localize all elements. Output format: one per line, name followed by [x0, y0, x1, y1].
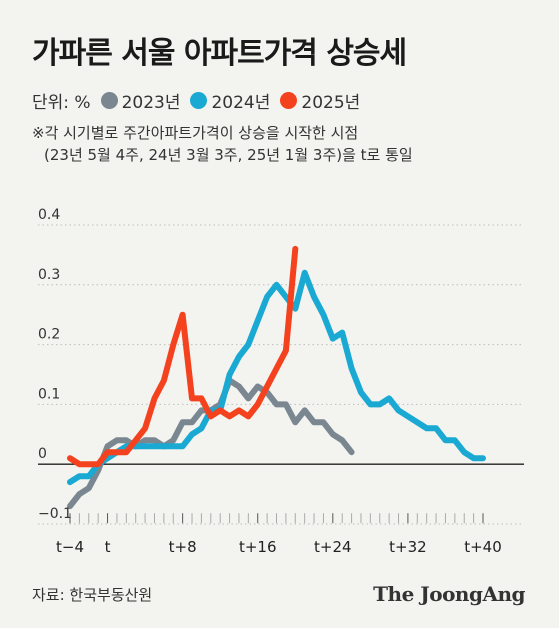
series-line-2	[67, 269, 486, 486]
axis-layer: 0.4 0.3 0.2 0.1 0 −0.1 t−4 t t+8 t+16 t+24 t+32 t+40	[38, 207, 502, 556]
legend-label-2024: 2024년	[211, 93, 271, 113]
chart-title: 가파른 서울 아파트가격 상승세	[32, 36, 407, 71]
series-line-3	[67, 245, 299, 468]
legend-label-2023: 2023년	[121, 93, 181, 113]
note-line-2: (23년 5월 4주, 24년 3월 3주, 25년 1월 3주)을 t로 통일	[44, 146, 413, 164]
y-tick-label: −0.1	[38, 506, 72, 522]
legend-item-2024: 2024년	[190, 88, 270, 113]
grid-layer	[38, 224, 524, 525]
legend-swatch-2024	[190, 92, 208, 109]
x-tick-label: t+16	[239, 538, 277, 556]
legend-label-2025: 2025년	[301, 93, 361, 113]
line-chart: 0.4 0.3 0.2 0.1 0 −0.1 t−4 t t+8 t+16 t+24 t+32 t+40	[38, 207, 524, 556]
x-tick-label: t+8	[169, 538, 197, 556]
y-tick-label: 0.4	[38, 207, 60, 223]
y-tick-label: 0.1	[38, 386, 60, 402]
legend-swatch-2023	[100, 92, 118, 109]
legend-item-2023: 2023년	[100, 88, 181, 113]
legend-swatch-2025	[280, 92, 298, 109]
source-label: 자료: 한국부동산원	[32, 586, 153, 604]
series-layer	[67, 245, 486, 510]
note-line-1: ※각 시기별로 주간아파트가격이 상승을 시작한 시점	[32, 124, 359, 142]
publisher-logo: The JoongAng	[373, 582, 525, 606]
series-line-1	[67, 377, 355, 510]
y-tick-label: 0.2	[38, 327, 60, 343]
x-tick-label: t+40	[464, 538, 502, 556]
legend: 단위: % 2023년 2024년 2025년	[32, 88, 370, 113]
legend-item-2025: 2025년	[280, 88, 360, 113]
unit-label: 단위: %	[32, 93, 91, 113]
y-tick-label: 0	[38, 446, 47, 462]
x-tick-label: t	[105, 538, 111, 556]
x-tick-label: t+32	[389, 538, 427, 556]
chart-note: ※각 시기별로 주간아파트가격이 상승을 시작한 시점 (23년 5월 4주, …	[32, 122, 413, 166]
y-tick-label: 0.3	[38, 267, 60, 283]
x-tick-label: t−4	[56, 538, 84, 556]
x-tick-label: t+24	[314, 538, 352, 556]
